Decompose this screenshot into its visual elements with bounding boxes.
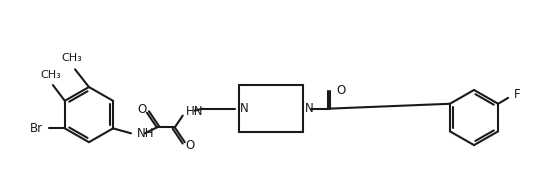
Text: O: O [137, 103, 147, 116]
Text: O: O [336, 85, 345, 98]
Text: CH₃: CH₃ [40, 70, 61, 80]
Text: HN: HN [186, 105, 203, 118]
Text: N: N [240, 102, 248, 115]
Text: F: F [514, 88, 521, 101]
Text: NH: NH [137, 127, 155, 140]
Text: CH₃: CH₃ [62, 53, 82, 63]
Text: N: N [305, 102, 314, 115]
Text: O: O [185, 139, 194, 152]
Text: Br: Br [30, 122, 43, 135]
